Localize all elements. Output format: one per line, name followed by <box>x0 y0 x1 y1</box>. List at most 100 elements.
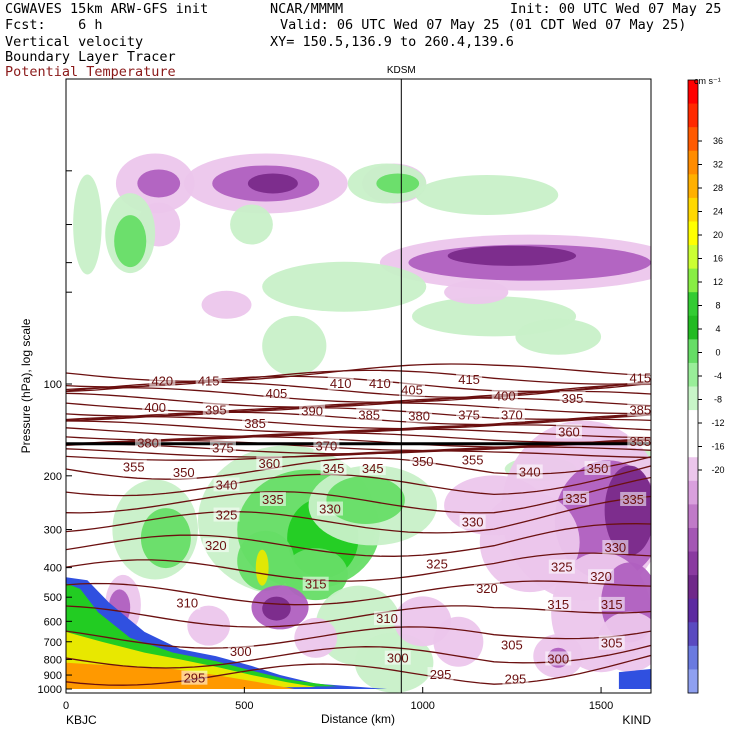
shading-cell <box>187 605 231 646</box>
theta-label-bg <box>406 408 433 423</box>
left-station-label: KBJC <box>66 713 97 727</box>
theta-contour <box>66 424 651 437</box>
init-time: Init: 00 UTC Wed 07 May 25 <box>510 1 722 17</box>
theta-contour <box>66 580 651 606</box>
theta-label-bg <box>516 464 543 479</box>
theta-label: 300 <box>547 651 569 666</box>
theta-label-bg <box>559 391 586 406</box>
colorbar-swatch <box>688 292 698 317</box>
y-tick-label: 100 <box>44 379 62 391</box>
theta-label: 385 <box>629 402 651 417</box>
colorbar-label: -12 <box>711 418 724 428</box>
theta-contour <box>66 456 651 480</box>
theta-label: 375 <box>458 408 480 423</box>
theta-label-bg <box>181 670 208 685</box>
theta-label: 380 <box>408 409 430 424</box>
theta-label-bg <box>316 501 343 516</box>
colorbar: 36 32 28 24 20 16 12 8 4 0 -4 -8 -12 -16 -20 <box>687 79 725 694</box>
y-axis: 100 200 300 400 500 600 700 800 900 1000 <box>38 170 72 696</box>
theta-label: 415 <box>458 372 480 387</box>
model-title: CGWAVES 15km ARW-GFS init <box>5 1 209 17</box>
theta-label-bg <box>588 569 615 584</box>
x-tick-label: 500 <box>235 700 253 712</box>
y-axis-label: Pressure (hPa), log scale <box>19 318 33 453</box>
theta-label: 340 <box>519 464 541 479</box>
colorbar-swatch <box>688 598 698 623</box>
theta-label: 405 <box>266 386 288 401</box>
theta-label-bg <box>195 373 222 388</box>
shading-cell <box>444 280 509 305</box>
x-tick-label: 0 <box>63 700 69 712</box>
theta-label: 395 <box>562 391 584 406</box>
theta-contour <box>66 446 651 458</box>
theta-label-bg <box>366 376 393 390</box>
theta-contour <box>66 465 651 497</box>
theta-label-bg <box>242 415 269 430</box>
shading-cell <box>73 174 102 275</box>
theta-label-bg <box>202 402 229 417</box>
shading-cell <box>294 617 338 658</box>
shading-cell <box>137 169 181 198</box>
theta-label: 305 <box>601 636 623 651</box>
colorbar-label: 28 <box>713 183 723 193</box>
theta-label-bg <box>302 576 329 591</box>
theta-contour <box>66 552 651 582</box>
theta-contour-labels: 420 415 410 410 405 405 415 415 400 395 390 385 380 3… <box>120 370 651 686</box>
field-boundary-layer-tracer: Boundary Layer Tracer <box>5 49 176 65</box>
theta-label: 410 <box>369 376 391 391</box>
theta-label-bg <box>598 635 625 650</box>
plot-frame <box>65 78 652 694</box>
theta-label: 335 <box>262 492 284 507</box>
vertical-velocity-shading <box>66 153 651 693</box>
theta-label-bg <box>409 453 436 468</box>
colorbar-label: -4 <box>714 371 722 381</box>
colorbar-swatch <box>688 362 698 387</box>
theta-label: 385 <box>244 416 266 431</box>
y-tick-label: 700 <box>44 637 62 649</box>
theta-label-bg <box>320 461 347 476</box>
colorbar-swatch <box>688 527 698 553</box>
colorbar-swatch <box>688 622 698 647</box>
colorbar-label: 4 <box>715 324 720 334</box>
shading-cell <box>447 245 577 266</box>
shading-cell <box>230 204 273 245</box>
colorbar-label: 0 <box>715 348 720 358</box>
theta-label-bg <box>209 440 236 455</box>
valid-time: Valid: 06 UTC Wed 07 May 25 (01 CDT Wed … <box>280 17 687 33</box>
theta-label-bg <box>473 580 500 595</box>
theta-label: 415 <box>629 371 651 386</box>
colorbar-swatch <box>688 645 698 670</box>
theta-label-bg <box>584 461 611 476</box>
shading-cell <box>255 549 269 586</box>
x-axis-label: Distance (km) <box>321 712 395 726</box>
theta-label: 360 <box>258 456 280 471</box>
theta-label: 330 <box>319 502 341 517</box>
theta-label-bg <box>259 491 286 506</box>
theta-label: 320 <box>590 569 612 584</box>
theta-label-bg <box>149 373 176 388</box>
colorbar-swatch <box>688 669 698 694</box>
theta-label: 315 <box>601 597 623 612</box>
x-axis: 0 500 1000 1500 <box>63 687 613 712</box>
theta-label: 335 <box>565 491 587 506</box>
theta-label: 375 <box>212 441 234 456</box>
theta-label-bg <box>399 382 426 397</box>
theta-label-bg <box>502 671 529 686</box>
theta-label-bg <box>459 452 486 467</box>
theta-label: 325 <box>551 560 573 575</box>
colorbar-swatch <box>688 551 698 576</box>
y-tick-label: 800 <box>44 654 62 666</box>
theta-label: 300 <box>387 651 409 666</box>
theta-label-bg <box>142 400 169 415</box>
theta-label-bg <box>548 559 575 574</box>
colorbar-swatch <box>688 386 698 411</box>
forecast-hour: Fcst: 6 h <box>5 17 103 33</box>
colorbar-swatch <box>688 127 698 152</box>
colorbar-swatch <box>688 103 698 128</box>
colorbar-label: 32 <box>713 160 723 170</box>
theta-label: 400 <box>494 389 516 404</box>
theta-label: 355 <box>629 434 651 449</box>
tracer-right <box>618 669 651 689</box>
theta-label: 330 <box>462 515 484 530</box>
theta-label: 355 <box>462 452 484 467</box>
